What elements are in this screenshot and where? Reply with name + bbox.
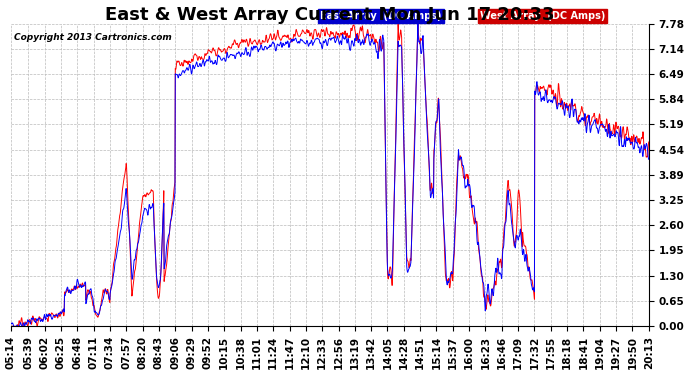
Text: East Array  (DC Amps): East Array (DC Amps) — [320, 11, 442, 21]
Text: West Array  (DC Amps): West Array (DC Amps) — [480, 11, 605, 21]
Text: Copyright 2013 Cartronics.com: Copyright 2013 Cartronics.com — [14, 33, 172, 42]
Title: East & West Array Current Mon Jun 17 20:33: East & West Array Current Mon Jun 17 20:… — [105, 6, 554, 24]
